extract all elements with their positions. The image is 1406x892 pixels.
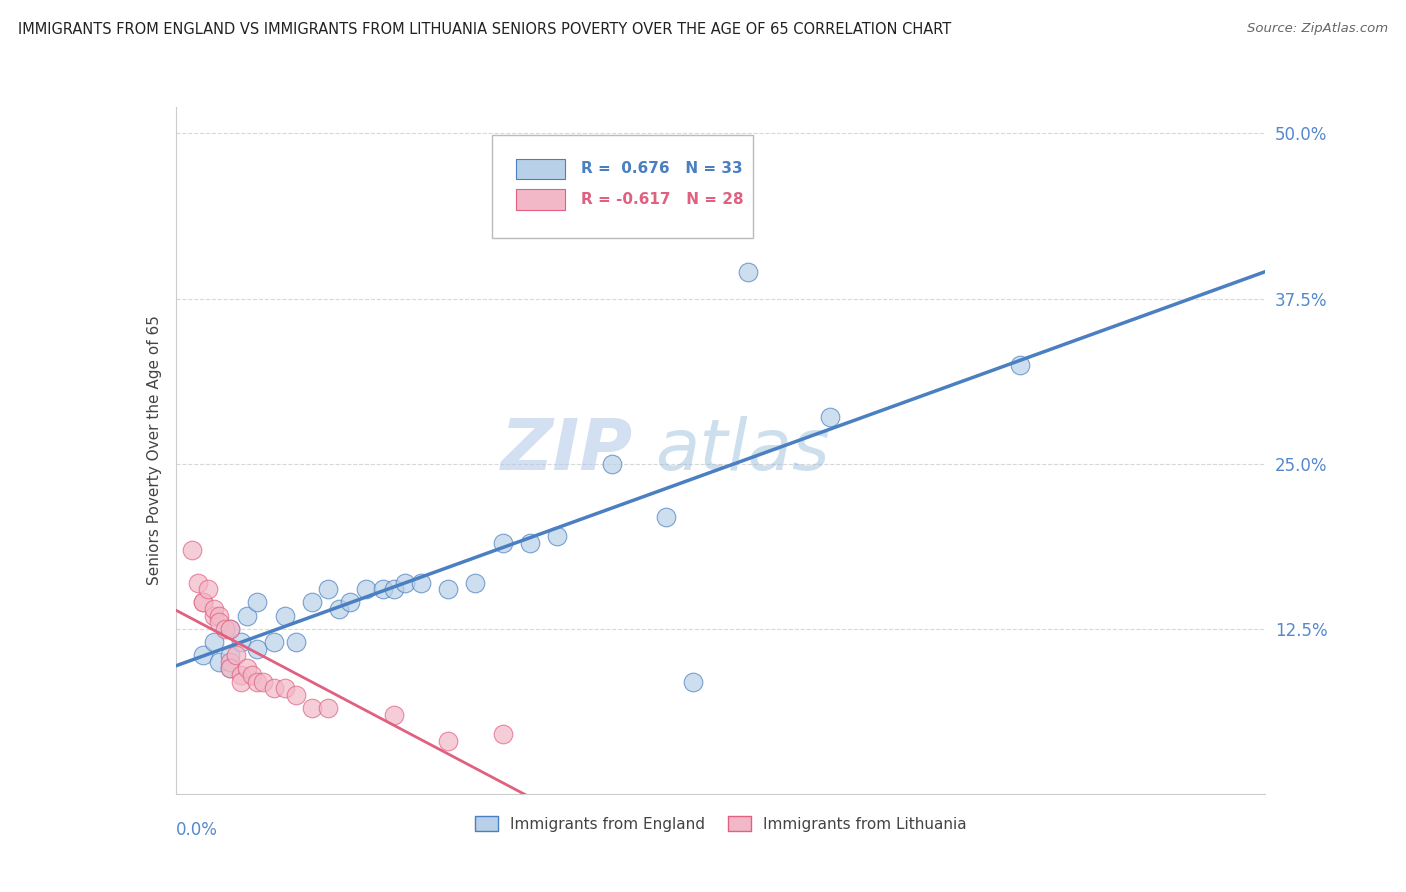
Text: R = -0.617   N = 28: R = -0.617 N = 28 — [581, 193, 744, 207]
Point — [219, 648, 242, 663]
Legend: Immigrants from England, Immigrants from Lithuania: Immigrants from England, Immigrants from… — [468, 810, 973, 838]
Point — [382, 582, 405, 596]
Point — [437, 734, 460, 748]
Text: Source: ZipAtlas.com: Source: ZipAtlas.com — [1247, 22, 1388, 36]
Point — [492, 727, 515, 741]
Point — [1010, 358, 1032, 372]
Point — [682, 674, 704, 689]
Point — [301, 595, 323, 609]
Point — [318, 701, 340, 715]
Text: R =  0.676   N = 33: R = 0.676 N = 33 — [581, 161, 742, 177]
Point — [235, 608, 257, 623]
Point — [197, 582, 219, 596]
Text: atlas: atlas — [655, 416, 830, 485]
Point — [214, 622, 236, 636]
Point — [382, 707, 405, 722]
Point — [263, 681, 285, 696]
Point — [202, 635, 225, 649]
Point — [202, 602, 225, 616]
Point — [231, 635, 253, 649]
Point — [246, 641, 269, 656]
FancyBboxPatch shape — [516, 159, 565, 179]
Point — [600, 457, 623, 471]
Point — [328, 602, 350, 616]
Point — [371, 582, 394, 596]
Point — [191, 595, 214, 609]
Point — [231, 674, 253, 689]
Point — [225, 648, 247, 663]
Point — [284, 688, 307, 702]
FancyBboxPatch shape — [516, 189, 565, 211]
Point — [181, 542, 204, 557]
Point — [235, 661, 257, 675]
Text: ZIP: ZIP — [501, 416, 633, 485]
Y-axis label: Seniors Poverty Over the Age of 65: Seniors Poverty Over the Age of 65 — [146, 316, 162, 585]
Point — [231, 668, 253, 682]
Point — [318, 582, 340, 596]
Point — [208, 655, 231, 669]
Point — [219, 655, 242, 669]
Point — [274, 681, 297, 696]
Point — [655, 509, 678, 524]
Point — [246, 595, 269, 609]
Point — [437, 582, 460, 596]
Point — [818, 410, 841, 425]
Point — [284, 635, 307, 649]
Point — [464, 575, 486, 590]
Point — [246, 674, 269, 689]
Point — [252, 674, 274, 689]
Point — [208, 608, 231, 623]
Point — [492, 536, 515, 550]
Point — [356, 582, 378, 596]
Point — [219, 661, 242, 675]
Point — [208, 615, 231, 630]
Point — [191, 648, 214, 663]
Point — [202, 608, 225, 623]
Point — [240, 668, 263, 682]
Point — [191, 595, 214, 609]
Text: 0.0%: 0.0% — [176, 822, 218, 839]
Text: IMMIGRANTS FROM ENGLAND VS IMMIGRANTS FROM LITHUANIA SENIORS POVERTY OVER THE AG: IMMIGRANTS FROM ENGLAND VS IMMIGRANTS FR… — [18, 22, 952, 37]
Point — [219, 622, 242, 636]
Point — [219, 622, 242, 636]
Point — [339, 595, 361, 609]
FancyBboxPatch shape — [492, 135, 754, 237]
Point — [546, 529, 568, 543]
Point — [219, 661, 242, 675]
Point — [186, 575, 209, 590]
Point — [263, 635, 285, 649]
Point — [519, 536, 541, 550]
Point — [301, 701, 323, 715]
Point — [274, 608, 297, 623]
Point — [394, 575, 416, 590]
Point — [409, 575, 432, 590]
Point — [737, 265, 759, 279]
